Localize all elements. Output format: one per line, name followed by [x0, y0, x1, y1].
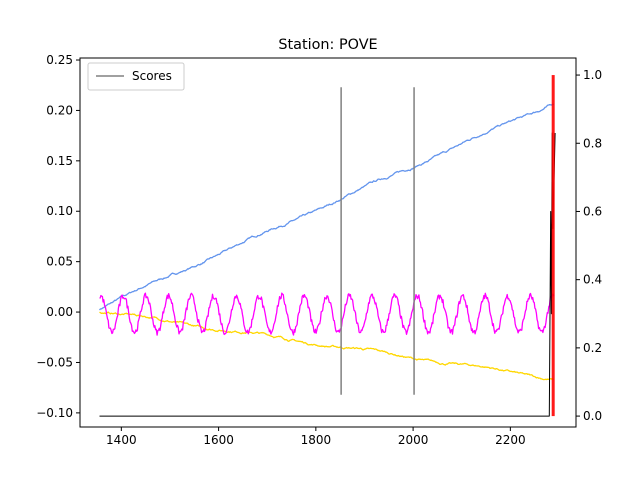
y-left-tick-label: −0.10 [36, 406, 73, 420]
y-right-tick-label: 0.2 [583, 341, 602, 355]
y-right-tick-label: 1.0 [583, 68, 602, 82]
y-right-tick-label: 0.6 [583, 204, 602, 218]
anomaly-highlight-band [551, 75, 555, 417]
legend-box [87, 62, 185, 91]
series-line-2 [99, 292, 555, 336]
series-line-scores [99, 132, 556, 417]
x-tick-label: 1400 [106, 433, 137, 447]
x-tick-label: 1800 [301, 433, 332, 447]
plot-area [98, 75, 556, 417]
legend-label-scores: Scores [132, 69, 172, 83]
plot-frame [79, 57, 577, 428]
y-left-tick-label: 0.15 [46, 154, 73, 168]
x-tick-label: 2200 [495, 433, 526, 447]
y-right-tick-label: 0.0 [583, 409, 602, 423]
y-left-tick-label: 0.05 [46, 255, 73, 269]
y-right-tick-label: 0.4 [583, 273, 602, 287]
y-left-tick-label: 0.00 [46, 305, 73, 319]
y-right-tick-label: 0.8 [583, 136, 602, 150]
x-tick-label: 1600 [203, 433, 234, 447]
chart-title: Station: POVE [278, 37, 377, 53]
y-left-tick-label: −0.05 [36, 355, 73, 369]
series-line-1 [99, 311, 555, 381]
series-line-0 [98, 103, 554, 311]
legend: Scores [87, 62, 185, 91]
axes-layer: 1400 1600 1800 2000 2200 −0.10 −0.05 0.00 0.05 0.… [36, 53, 602, 447]
x-tick-label: 2000 [398, 433, 429, 447]
y-left-tick-label: 0.10 [46, 204, 73, 218]
y-left-tick-label: 0.25 [46, 53, 73, 67]
y-left-tick-label: 0.20 [46, 103, 73, 117]
